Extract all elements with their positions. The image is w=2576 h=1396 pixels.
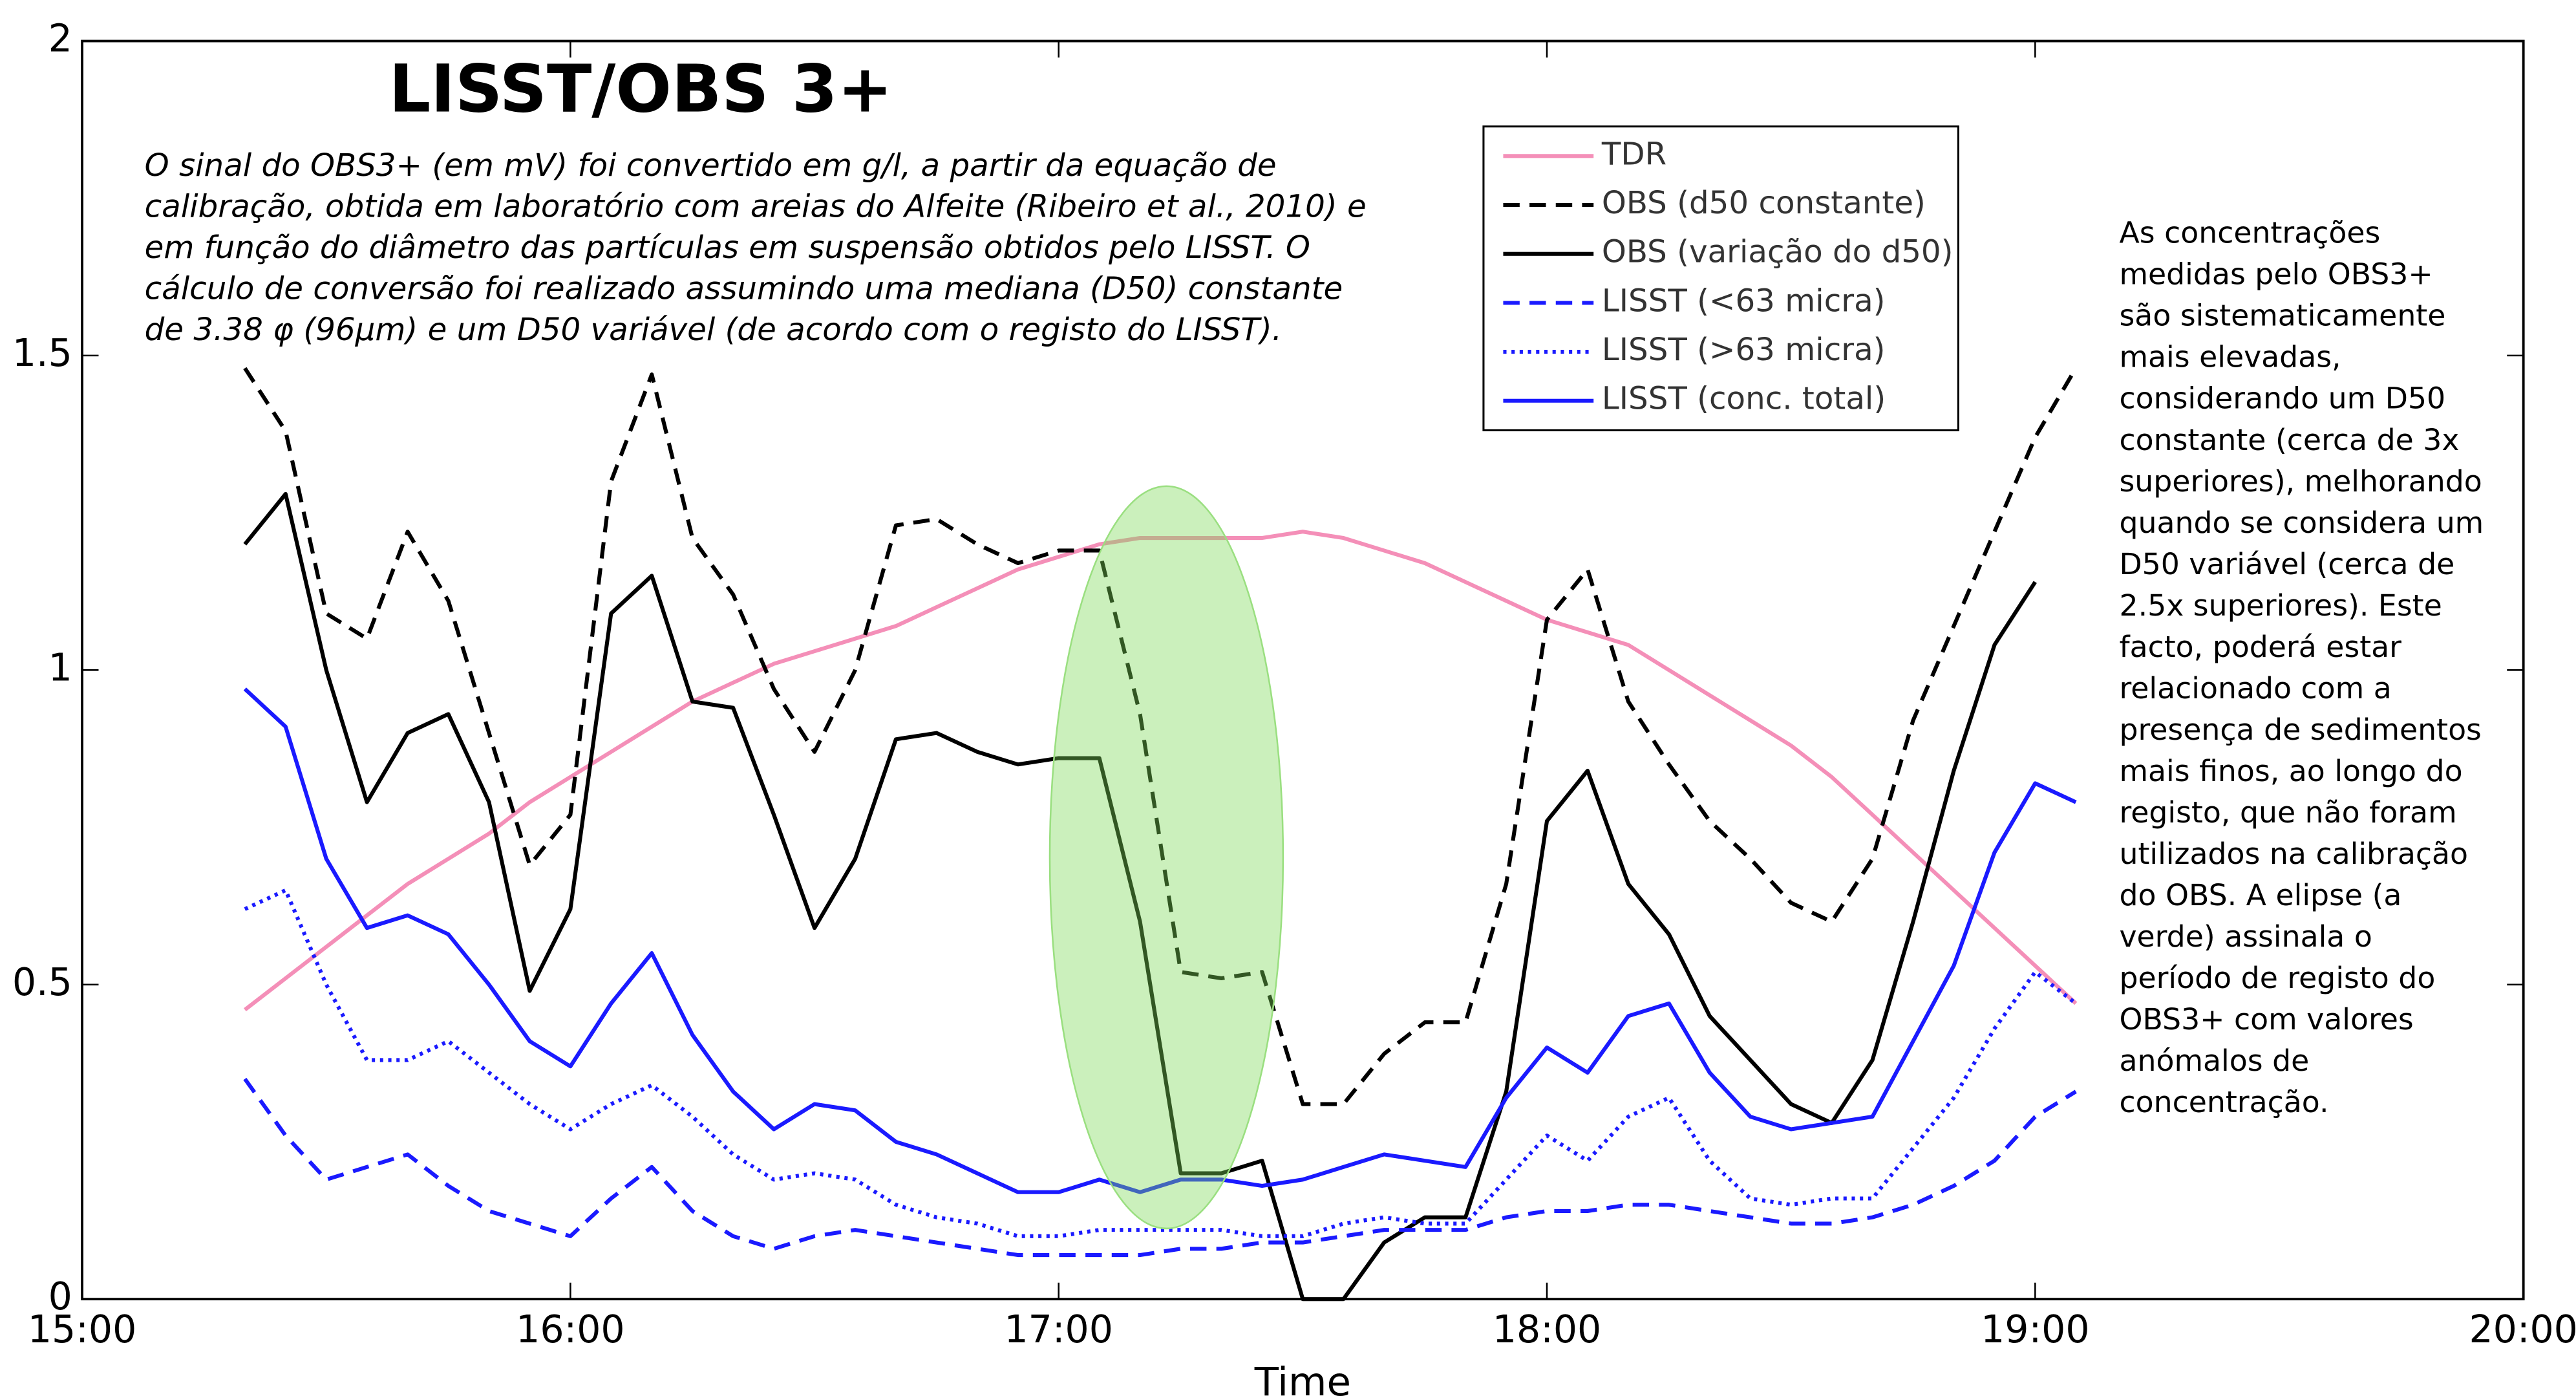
legend bbox=[1482, 125, 1959, 432]
note-text: são sistematicamente bbox=[2119, 299, 2445, 333]
y-tick-label: 1.5 bbox=[12, 331, 72, 375]
series-line bbox=[243, 687, 2077, 1194]
legend-label: LISST (>63 micra) bbox=[1602, 332, 1886, 368]
note-text: concentração. bbox=[2119, 1085, 2328, 1119]
legend-label: LISST (<63 micra) bbox=[1602, 283, 1886, 319]
annotation-text: calibração, obtida em laboratório com ar… bbox=[145, 189, 1367, 225]
note-text: D50 variável (cerca de bbox=[2119, 547, 2454, 581]
note-text: do OBS. A elipse (a bbox=[2119, 878, 2401, 912]
legend-label: OBS (variação do d50) bbox=[1602, 234, 1953, 270]
annotation-text: de 3.38 φ (96µm) e um D50 variável (de a… bbox=[145, 312, 1282, 348]
legend-label: OBS (d50 constante) bbox=[1602, 185, 1926, 221]
note-text: utilizados na calibração bbox=[2119, 837, 2468, 871]
x-tick-label: 18:00 bbox=[1493, 1307, 1601, 1351]
note-text: verde) assinala o bbox=[2119, 919, 2372, 954]
x-tick-label: 20:00 bbox=[2469, 1307, 2576, 1351]
legend-label: TDR bbox=[1601, 136, 1666, 172]
note-text: mais elevadas, bbox=[2119, 340, 2341, 374]
annotation-text: em função do diâmetro das partículas em … bbox=[145, 230, 1310, 266]
note-text: 2.5x superiores). Este bbox=[2119, 588, 2442, 623]
note-text: medidas pelo OBS3+ bbox=[2119, 257, 2432, 292]
series-layer bbox=[243, 367, 2078, 1302]
x-axis-label: Time bbox=[1254, 1359, 1351, 1396]
x-tick-label: 15:00 bbox=[28, 1307, 136, 1351]
note-text: considerando um D50 bbox=[2119, 381, 2445, 416]
series-line bbox=[243, 530, 2078, 1012]
note-text: período de registo do bbox=[2119, 961, 2435, 995]
note-text: superiores), melhorando bbox=[2119, 464, 2482, 499]
note-text: mais finos, ao longo do bbox=[2119, 754, 2462, 788]
note-text: OBS3+ com valores bbox=[2119, 1002, 2413, 1036]
chart-title: LISST/OBS 3+ bbox=[389, 51, 893, 127]
x-tick-label: 19:00 bbox=[1981, 1307, 2089, 1351]
note-text: quando se considera um bbox=[2119, 506, 2484, 540]
note-text: As concentrações bbox=[2119, 216, 2380, 250]
note-text: relacionado com a bbox=[2119, 671, 2391, 705]
note-text: constante (cerca de 3x bbox=[2119, 423, 2459, 457]
y-tick-label: 0.5 bbox=[12, 960, 72, 1004]
note-text: facto, poderá estar bbox=[2119, 630, 2401, 664]
note-text: anómalos de bbox=[2119, 1044, 2309, 1078]
series-line bbox=[244, 888, 2078, 1238]
series-line bbox=[243, 491, 2037, 1302]
annotation-text: cálculo de conversão foi realizado assum… bbox=[145, 271, 1343, 307]
y-tick-label: 2 bbox=[48, 17, 72, 61]
y-tick-label: 0 bbox=[48, 1274, 72, 1318]
x-tick-label: 17:00 bbox=[1005, 1307, 1113, 1351]
series-line bbox=[243, 1077, 2077, 1258]
highlight-ellipse bbox=[1048, 485, 1284, 1230]
legend-label: LISST (conc. total) bbox=[1602, 381, 1886, 417]
x-tick-label: 16:00 bbox=[516, 1307, 624, 1351]
note-text: presença de sedimentos bbox=[2119, 713, 2481, 747]
y-tick-label: 1 bbox=[48, 645, 72, 689]
annotation-text: O sinal do OBS3+ (em mV) foi convertido … bbox=[145, 147, 1277, 184]
note-text: registo, que não foram bbox=[2119, 795, 2456, 830]
